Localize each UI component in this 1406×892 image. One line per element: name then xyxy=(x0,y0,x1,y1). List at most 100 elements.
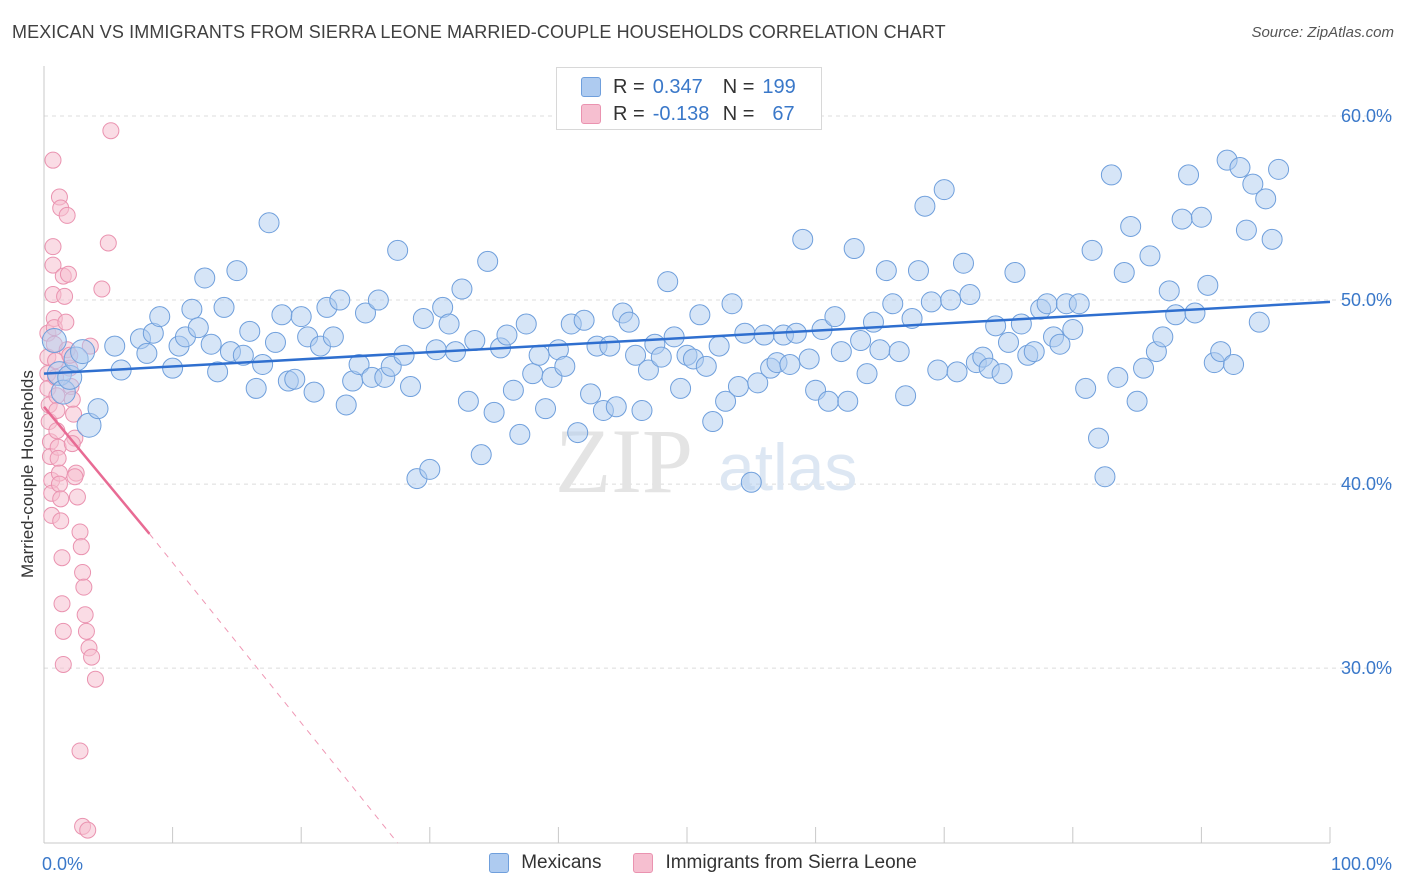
sierra-leone-point xyxy=(66,468,84,486)
legend-item-sierra-leone[interactable]: Immigrants from Sierra Leone xyxy=(633,852,917,874)
mexican-point xyxy=(271,304,293,326)
mexican-point xyxy=(70,339,96,365)
mexican-point xyxy=(657,271,679,293)
mexican-point xyxy=(837,390,859,412)
mexican-point xyxy=(290,306,312,328)
mexican-point xyxy=(702,411,724,433)
tick-labels: 30.0% 40.0% 50.0% 60.0% 0.0% 100.0% xyxy=(42,106,1392,874)
mexican-point xyxy=(1133,357,1155,379)
mexican-point xyxy=(502,379,524,401)
mexican-point xyxy=(1229,157,1251,179)
mexican-point xyxy=(907,260,929,282)
mexican-point xyxy=(1261,228,1283,250)
mexican-point xyxy=(914,195,936,217)
mexican-point xyxy=(798,348,820,370)
mexican-point xyxy=(850,330,872,352)
mexican-point xyxy=(650,346,672,368)
mexican-point xyxy=(901,307,923,329)
x-tick-label: 100.0% xyxy=(1331,854,1392,874)
mexican-point xyxy=(355,302,376,324)
mexican-point xyxy=(830,341,852,363)
mexican-point xyxy=(1268,158,1290,180)
trend-lines xyxy=(43,300,1331,844)
mexican-point xyxy=(194,267,216,289)
sierra-leone-point xyxy=(59,265,77,283)
mexican-point xyxy=(882,293,904,315)
mexican-point xyxy=(637,359,659,381)
mexican-point xyxy=(245,377,267,399)
mexican-point xyxy=(477,250,499,272)
mexican-point xyxy=(393,344,415,366)
mexican-point xyxy=(1242,173,1264,195)
mexican-point xyxy=(991,363,1013,385)
mexican-point xyxy=(998,331,1019,353)
pink-swatch xyxy=(581,104,601,124)
mexican-point xyxy=(1126,390,1148,412)
mexican-point xyxy=(580,383,602,405)
mexican-point xyxy=(470,444,492,466)
mexican-point xyxy=(535,398,557,420)
sierra-leone-point xyxy=(72,538,90,556)
mexican-point xyxy=(149,306,171,328)
sierra-leone-point xyxy=(49,449,67,467)
mexican-point xyxy=(708,335,730,357)
mexican-point xyxy=(87,398,109,420)
mexican-point xyxy=(920,291,942,313)
mexican-point xyxy=(496,324,518,346)
mexican-point xyxy=(817,390,839,412)
mexican-point xyxy=(792,228,814,250)
mexican-point xyxy=(631,399,653,421)
mexican-point xyxy=(1190,206,1212,228)
legend-r-label: R = xyxy=(613,75,645,98)
mexican-point xyxy=(387,239,409,261)
sierra-leone-point xyxy=(74,563,92,581)
mexican-point xyxy=(618,311,640,333)
mexican-point xyxy=(509,423,531,445)
x-tick-label: 0.0% xyxy=(42,854,83,874)
sierra-leone-point xyxy=(86,670,104,688)
mexican-point xyxy=(573,309,595,331)
legend-label: Mexicans xyxy=(521,852,602,873)
sierra-leone-point xyxy=(44,151,62,169)
mexican-point xyxy=(41,328,67,354)
mexican-point xyxy=(1248,311,1270,333)
mexican-point xyxy=(869,339,891,361)
legend-row-mexicans: R = 0.347 N = 199 xyxy=(581,74,796,100)
chart-title: MEXICAN VS IMMIGRANTS FROM SIERRA LEONE … xyxy=(12,22,946,42)
mexican-point xyxy=(412,307,434,329)
legend-item-mexicans[interactable]: Mexicans xyxy=(489,852,601,874)
mexican-point xyxy=(1165,304,1187,326)
sierra-leone-point xyxy=(99,234,117,252)
correlation-legend: R = 0.347 N = 199 R = -0.138 N = 67 xyxy=(556,67,822,130)
mexican-point xyxy=(946,361,968,383)
sierra-leone-point xyxy=(58,206,76,224)
mexican-point xyxy=(862,311,884,333)
mexican-point xyxy=(895,385,917,407)
blue-swatch xyxy=(489,853,510,873)
sierra-leone-point xyxy=(57,313,75,331)
mexican-point xyxy=(1075,377,1097,399)
mexican-point xyxy=(425,339,447,361)
sierra-leone-trend-extension xyxy=(149,533,399,844)
mexican-point xyxy=(1100,164,1122,186)
y-tick-label: 50.0% xyxy=(1341,290,1392,310)
mexican-point xyxy=(824,306,846,328)
mexican-point xyxy=(689,304,711,326)
mexican-point xyxy=(1178,164,1200,186)
sierra-leone-point xyxy=(54,622,72,640)
sierra-leone-point xyxy=(44,238,62,256)
legend-n-label: N = xyxy=(722,75,755,98)
sierra-leone-point xyxy=(75,578,93,596)
mexican-point xyxy=(464,330,486,352)
mexican-point xyxy=(959,284,981,306)
mexican-trend-line xyxy=(43,300,1331,375)
mexican-point xyxy=(252,353,274,375)
mexican-point xyxy=(258,212,280,234)
mexican-points xyxy=(41,149,1290,493)
sierra-leone-point xyxy=(79,821,97,839)
legend-r-label: R = xyxy=(613,102,645,125)
mexican-point xyxy=(348,353,370,375)
mexican-point xyxy=(1068,293,1090,315)
y-tick-label: 30.0% xyxy=(1341,658,1392,678)
legend-n-label: N = xyxy=(722,102,755,125)
